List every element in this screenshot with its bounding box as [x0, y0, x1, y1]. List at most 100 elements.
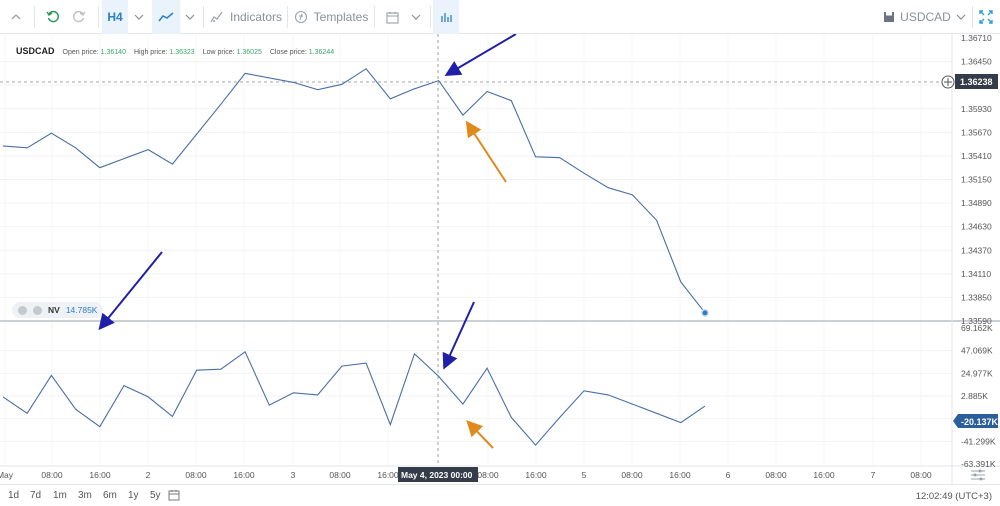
range-5y-button[interactable]: 5y — [150, 490, 161, 501]
price-axis-tick: 1.35930 — [961, 104, 992, 114]
time-axis-tick: 08:00 — [621, 470, 643, 480]
nv-axis-tick: 2.885K — [961, 391, 988, 401]
time-axis-tick: 7 — [871, 470, 876, 480]
price-legend: USDCAD Open price: 1.36140 High price: 1… — [16, 46, 334, 56]
time-axis-tick: 16:00 — [525, 470, 547, 480]
price-axis-tick: 1.34890 — [961, 198, 992, 208]
calendar-icon[interactable] — [168, 489, 180, 504]
time-axis-tick: 16:00 — [813, 470, 835, 480]
symbol-label: USDCAD — [900, 10, 951, 24]
crosshair-time-label: May 4, 2023 00:00 — [401, 470, 473, 480]
undo-icon[interactable] — [42, 0, 64, 34]
calendar-icon[interactable] — [380, 0, 404, 34]
indicators-label: Indicators — [229, 10, 283, 24]
nv-current-value: -20.137K — [961, 417, 999, 427]
templates-label: Templates — [313, 10, 369, 24]
time-axis-tick: 08:00 — [41, 470, 63, 480]
close-indicator-icon[interactable] — [18, 305, 27, 315]
bar-chart-icon — [441, 13, 452, 22]
timeframe-button[interactable]: H4 — [102, 0, 128, 34]
range-1y-button[interactable]: 1y — [128, 490, 139, 501]
nv-current-value-box: -20.137K — [953, 414, 999, 428]
time-axis-tick: 08:00 — [185, 470, 207, 480]
chevron-down-icon[interactable] — [952, 0, 970, 34]
fullscreen-icon[interactable] — [974, 0, 998, 34]
nv-axis-tick: 47.069K — [961, 346, 993, 356]
nv-series-line — [2, 350, 706, 446]
annotation-arrow-blue — [444, 34, 517, 77]
range-7d-button[interactable]: 7d — [30, 490, 42, 501]
low-label: Low price: — [202, 49, 235, 56]
low-value: 1.36025 — [236, 49, 262, 56]
annotation-arrow-orange — [465, 120, 507, 183]
time-axis-tick: 08:00 — [329, 470, 351, 480]
price-axis-tick: 1.35150 — [961, 175, 992, 185]
templates-button[interactable]: Templates — [292, 0, 370, 34]
chart-area[interactable]: 1.367101.364501.361901.359301.356701.354… — [0, 34, 1000, 484]
range-6m-button[interactable]: 6m — [103, 490, 117, 501]
last-price-marker — [702, 310, 708, 316]
price-axis-tick: 1.33590 — [961, 316, 992, 326]
time-axis-tick: 3 — [291, 470, 296, 480]
chevron-down-icon[interactable] — [130, 0, 148, 34]
nv-axis-tick: 24.977K — [961, 368, 993, 378]
price-axis-tick: 1.35410 — [961, 151, 992, 161]
line-chart-icon — [158, 12, 174, 22]
price-series-line — [2, 68, 706, 314]
time-axis-tick: 16:00 — [669, 470, 691, 480]
nv-legend-value: 14.785K — [65, 305, 98, 315]
indicators-button[interactable]: Indicators — [207, 0, 285, 34]
price-axis-tick: 1.36710 — [961, 34, 992, 43]
price-axis-tick: 1.34370 — [961, 245, 992, 255]
chart-type-button[interactable] — [152, 0, 180, 34]
volume-toggle-button[interactable] — [433, 0, 459, 34]
range-bar: 1d 7d 1m 3m 6m 1y 5y 12:02:49 (UTC+3) — [0, 484, 1000, 506]
high-label: High price: — [133, 49, 168, 56]
price-legend-symbol: USDCAD — [16, 46, 55, 56]
crosshair-time-box: May 4, 2023 00:00 — [398, 467, 478, 482]
nv-axis-tick: -63.391K — [961, 459, 996, 469]
axis-settings-icon[interactable] — [968, 468, 988, 482]
high-value: 1.36323 — [169, 49, 195, 56]
redo-icon[interactable] — [68, 0, 90, 34]
price-axis-tick: 1.34110 — [961, 269, 991, 279]
price-axis-tick: 1.33850 — [961, 292, 992, 302]
timeframe-label: H4 — [107, 10, 123, 24]
chevron-up-icon[interactable] — [4, 0, 28, 34]
range-1d-button[interactable]: 1d — [8, 490, 20, 501]
annotation-arrow-blue — [442, 301, 475, 370]
time-axis-tick: 08:00 — [477, 470, 499, 480]
chevron-down-icon[interactable] — [406, 0, 426, 34]
crosshair-price-label: 1.36238 — [960, 77, 993, 87]
save-icon — [884, 12, 895, 22]
time-axis-tick: 5 — [582, 470, 587, 480]
price-axis-tick: 1.35670 — [961, 127, 992, 137]
annotation-arrow-blue — [98, 251, 163, 331]
nv-axis-tick: -41.299K — [961, 436, 996, 446]
nv-legend-name: NV — [48, 305, 60, 315]
annotation-arrow-orange — [466, 420, 494, 449]
chart-canvas[interactable]: 1.367101.364501.361901.359301.356701.354… — [0, 34, 1000, 484]
close-label: Close price: — [269, 49, 307, 56]
open-label: Open price: — [62, 49, 99, 56]
time-axis-tick: 16:00 — [89, 470, 111, 480]
time-axis-tick: 08:00 — [910, 470, 932, 480]
time-axis-tick: May — [0, 470, 14, 480]
crosshair-price-box: 1.36238 — [941, 74, 998, 89]
gear-icon[interactable] — [33, 305, 42, 315]
time-axis-tick: 16:00 — [377, 470, 399, 480]
time-axis-tick: 2 — [146, 470, 151, 480]
chevron-down-icon[interactable] — [181, 0, 199, 34]
price-axis-tick: 1.36450 — [961, 57, 992, 67]
indicators-icon — [210, 11, 223, 23]
range-3m-button[interactable]: 3m — [78, 490, 92, 501]
price-axis-tick: 1.34630 — [961, 222, 992, 232]
open-value: 1.36140 — [100, 49, 126, 56]
time-axis-tick: 6 — [726, 470, 731, 480]
symbol-selector[interactable]: USDCAD — [882, 0, 952, 34]
clock-label: 12:02:49 (UTC+3) — [915, 491, 992, 502]
time-axis-tick: 08:00 — [765, 470, 787, 480]
close-value: 1.36244 — [308, 49, 335, 56]
range-1m-button[interactable]: 1m — [53, 490, 67, 501]
